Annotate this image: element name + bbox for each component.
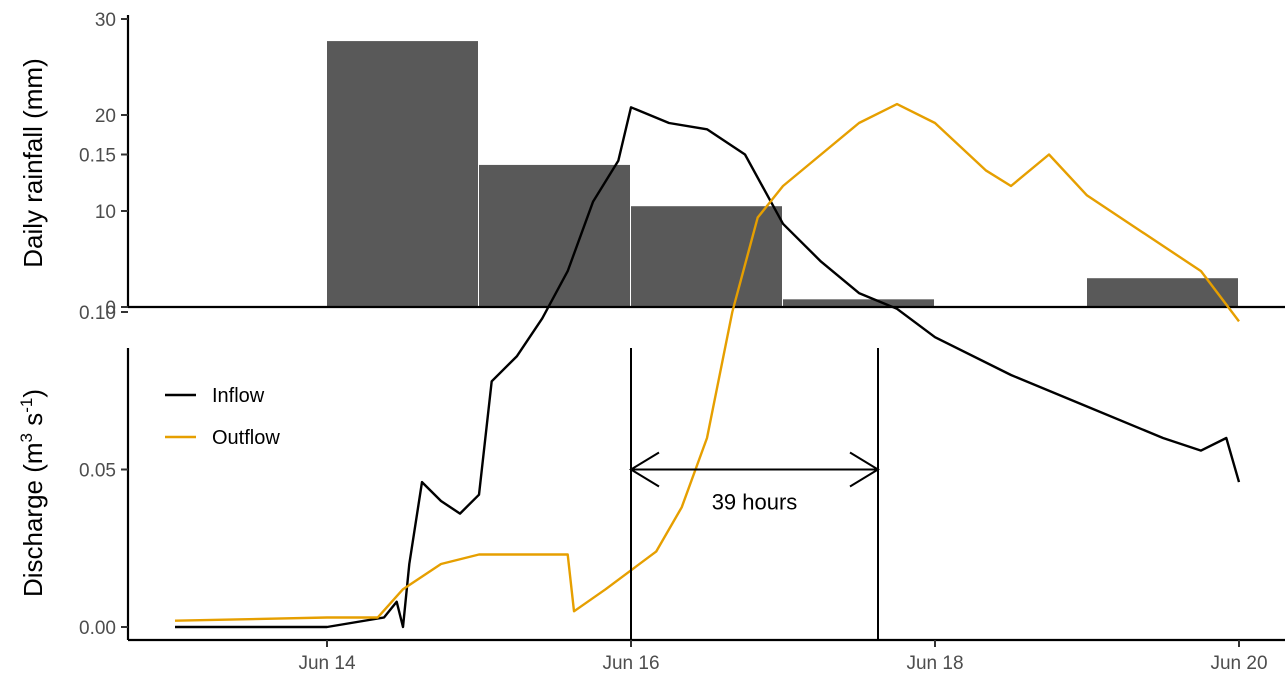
y-tick-label: 30 xyxy=(95,10,116,31)
rainfall-panel: 0 10 20 30 Daily rainfall (mm) xyxy=(18,10,1285,319)
x-tick-label: Jun 18 xyxy=(906,653,963,674)
legend-label-outflow: Outflow xyxy=(212,427,280,449)
y-tick-label: 0.15 xyxy=(79,146,116,167)
y-tick-label: 0.05 xyxy=(79,461,116,482)
y-axis-title-part: ) xyxy=(18,389,48,398)
rainfall-bar xyxy=(479,164,630,307)
y-axis-title-part: Discharge (m xyxy=(18,442,48,597)
rainfall-bar xyxy=(631,206,782,307)
annotation-label: 39 hours xyxy=(712,490,798,515)
y-tick-label: 10 xyxy=(95,202,116,223)
series-line-outflow xyxy=(174,102,1240,622)
x-tick-label: Jun 20 xyxy=(1210,653,1267,674)
y-axis-title: Discharge (m3 s-1) xyxy=(17,389,48,597)
y-axis-title: Daily rainfall (mm) xyxy=(18,58,48,267)
discharge-panel: 39 hours 0.00 0.05 0.10 0.15 Jun 14 Jun 16 Jun … xyxy=(17,102,1285,674)
y-tick-label: 0.00 xyxy=(79,618,116,639)
y-axis-title-part: 3 xyxy=(17,433,36,442)
y-axis-title-part: -1 xyxy=(17,398,36,413)
x-tick-label: Jun 14 xyxy=(298,653,355,674)
rainfall-bar xyxy=(783,299,934,307)
x-tick-label: Jun 16 xyxy=(602,653,659,674)
series-line-inflow xyxy=(175,106,1241,629)
y-tick-label: 0 xyxy=(105,298,116,319)
annotation-arrowhead-left xyxy=(629,451,660,488)
annotation-arrowhead-right xyxy=(849,451,880,488)
rainfall-bar xyxy=(1087,278,1238,307)
legend-label-inflow: Inflow xyxy=(212,385,265,407)
rainfall-bar xyxy=(327,41,478,308)
y-tick-label: 0.10 xyxy=(79,303,116,324)
y-tick-label: 20 xyxy=(95,106,116,127)
y-axis-title-part: s xyxy=(18,413,48,433)
